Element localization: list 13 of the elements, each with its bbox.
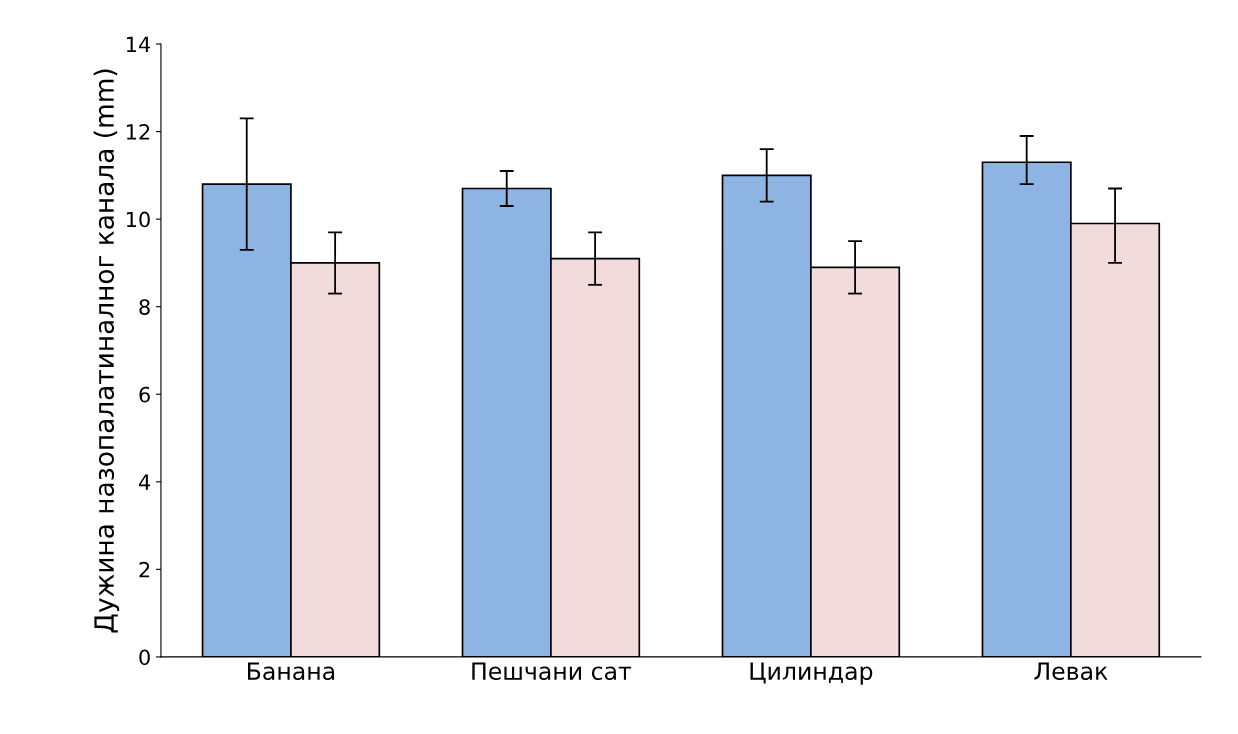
x-tick-label: Банана [248, 662, 335, 681]
x-tick-label: Цилиндар [750, 662, 873, 685]
y-tick-label: 2 [139, 561, 150, 578]
y-tick-label: 6 [139, 386, 150, 403]
y-tick-label: 0 [139, 649, 150, 666]
y-tick-label: 4 [138, 474, 151, 490]
y-tick-label: 14 [127, 36, 151, 52]
y-tick-label: 8 [139, 299, 150, 315]
y-axis-title: Дужина назопалатиналног канала (mm) [93, 69, 120, 633]
x-tick-label: Левак [1034, 662, 1108, 681]
y-tick-label: 12 [127, 124, 150, 140]
y-tick-label: 10 [127, 211, 150, 228]
x-tick-label: Пешчани сат [472, 662, 632, 681]
